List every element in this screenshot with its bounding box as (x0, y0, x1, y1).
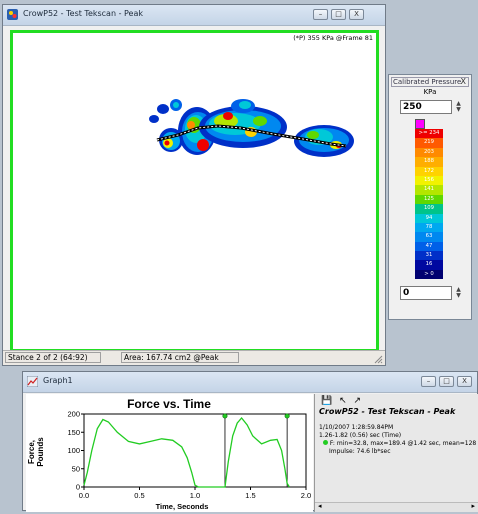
save-icon[interactable]: 💾 (321, 396, 333, 406)
x-axis-label: Time, Seconds (156, 502, 209, 511)
min-spinner-icon[interactable]: ▲ ▼ (456, 286, 461, 299)
info-impulse: Impulse: 74.6 lb*sec (329, 448, 391, 455)
info-stats-text: F: min=32.8, max=189.4 @1.42 sec, mean=1… (329, 440, 477, 447)
pressure-color-scale: >= 234 219 203 188 172 156 141 125 109 94 78 63 47 31… (415, 129, 443, 280)
max-spinner-icon[interactable]: ▲ ▼ (456, 100, 461, 113)
scan-window: CrowP52 - Test Tekscan - Peak – □ X (*P)… (2, 4, 386, 366)
scale-entry: 94 (415, 213, 443, 223)
peak-frame-label: (*P) 355 KPa @Frame 81 (293, 34, 373, 42)
graph-window-titlebar[interactable]: Graph1 – □ X (23, 372, 477, 393)
x-tick-label: 1.0 (190, 491, 200, 500)
stance-status: Stance 2 of 2 (64:92) (5, 352, 101, 363)
panel-close-icon[interactable]: X (460, 77, 466, 86)
scale-entry: 125 (415, 194, 443, 205)
scan-window-title: CrowP52 - Test Tekscan - Peak (23, 9, 143, 18)
y-tick-label: 150 (67, 428, 80, 437)
scale-entry: 78 (415, 222, 443, 233)
x-tick-label: 1.5 (245, 491, 255, 500)
close-button[interactable]: X (349, 9, 364, 20)
max-pressure-input[interactable]: 250 (400, 100, 452, 114)
y-tick-label: 0 (76, 483, 80, 492)
cursor-tool-icon[interactable]: ↖ (339, 396, 347, 406)
saturation-color-swatch (415, 119, 425, 129)
units-label: KPa (423, 88, 437, 96)
pressure-map-canvas[interactable]: (*P) 355 KPa @Frame 81 (10, 30, 379, 352)
graph-window: Graph1 – □ X Force vs. Time Force,Pounds… (22, 371, 478, 512)
info-datetime: 1/10/2007 1:28:59.84PM (319, 424, 394, 431)
panel-title[interactable]: Calibrated Pressure X (391, 77, 469, 87)
min-pressure-input[interactable]: 0 (400, 286, 452, 300)
scan-window-titlebar[interactable]: CrowP52 - Test Tekscan - Peak – □ X (3, 5, 385, 26)
scale-entry: 219 (415, 138, 443, 148)
minimize-button[interactable]: – (313, 9, 328, 20)
info-title: CrowP52 - Test Tekscan - Peak (319, 407, 456, 416)
status-bar: Stance 2 of 2 (64:92) Area: 167.74 cm2 @… (3, 350, 385, 365)
y-axis-label-line: Pounds (36, 437, 45, 467)
graph-maximize-button[interactable]: □ (439, 376, 454, 387)
graph-window-title: Graph1 (43, 376, 73, 385)
y-axis-label-force: Force,Pounds (27, 437, 45, 467)
app-icon (7, 9, 18, 20)
scroll-right-icon[interactable]: ▸ (471, 502, 475, 510)
scale-entry: 47 (415, 241, 443, 252)
zoom-tool-icon[interactable]: ↗ (353, 396, 362, 406)
series-color-dot (323, 440, 328, 445)
scale-entry: 141 (415, 185, 443, 195)
graph-app-icon (27, 376, 38, 387)
x-tick-label: 0.0 (79, 491, 89, 500)
resize-grip-icon[interactable] (373, 354, 383, 364)
scale-entry: 63 (415, 232, 443, 242)
x-tick-label: 0.5 (134, 491, 144, 500)
y-tick-label: 50 (72, 464, 80, 473)
maximize-button[interactable]: □ (331, 9, 346, 20)
plot-frame (83, 413, 307, 488)
scale-entry: > 0 (415, 269, 443, 280)
area-status: Area: 167.74 cm2 @Peak (121, 352, 239, 363)
force-time-plot[interactable]: Force vs. Time Force,Pounds Time, Second… (26, 394, 313, 512)
scale-entry: 31 (415, 251, 443, 261)
horizontal-scrollbar[interactable]: ◂ ▸ (315, 502, 478, 512)
scroll-left-icon[interactable]: ◂ (318, 502, 322, 510)
scale-entry: 16 (415, 260, 443, 270)
y-tick-label: 100 (67, 446, 80, 455)
graph-minimize-button[interactable]: – (421, 376, 436, 387)
graph-toolbar: 💾 ↖ ↗ (321, 396, 361, 406)
scale-entry: 172 (415, 166, 443, 176)
scale-entry: 203 (415, 147, 443, 158)
panel-title-text: Calibrated Pressure (393, 78, 462, 86)
calibrated-pressure-panel: Calibrated Pressure X KPa 250 ▲ ▼ >= 234 2… (388, 74, 472, 320)
graph-close-button[interactable]: X (457, 376, 472, 387)
info-stats: F: min=32.8, max=189.4 @1.42 sec, mean=1… (323, 440, 476, 447)
x-tick-label: 2.0 (301, 491, 311, 500)
cursor-marker-point (284, 413, 290, 419)
scale-entry: 109 (415, 204, 443, 214)
force-series-line (83, 416, 290, 488)
foot-pressure-map (149, 99, 354, 157)
force-time-chart: Force vs. Time Force,Pounds Time, Second… (27, 397, 311, 511)
scale-entry: 188 (415, 157, 443, 167)
scale-entry: 156 (415, 175, 443, 186)
graph-info-panel: 💾 ↖ ↗ CrowP52 - Test Tekscan - Peak 1/10… (314, 394, 478, 512)
info-time-range: 1.26-1.82 (0.56) sec (Time) (319, 432, 402, 439)
chart-title: Force vs. Time (127, 397, 211, 411)
cursor-marker-point (222, 413, 228, 419)
y-tick-label: 200 (67, 410, 80, 419)
scale-entry: >= 234 (415, 129, 443, 139)
y-axis-label-line: Force, (27, 440, 36, 464)
